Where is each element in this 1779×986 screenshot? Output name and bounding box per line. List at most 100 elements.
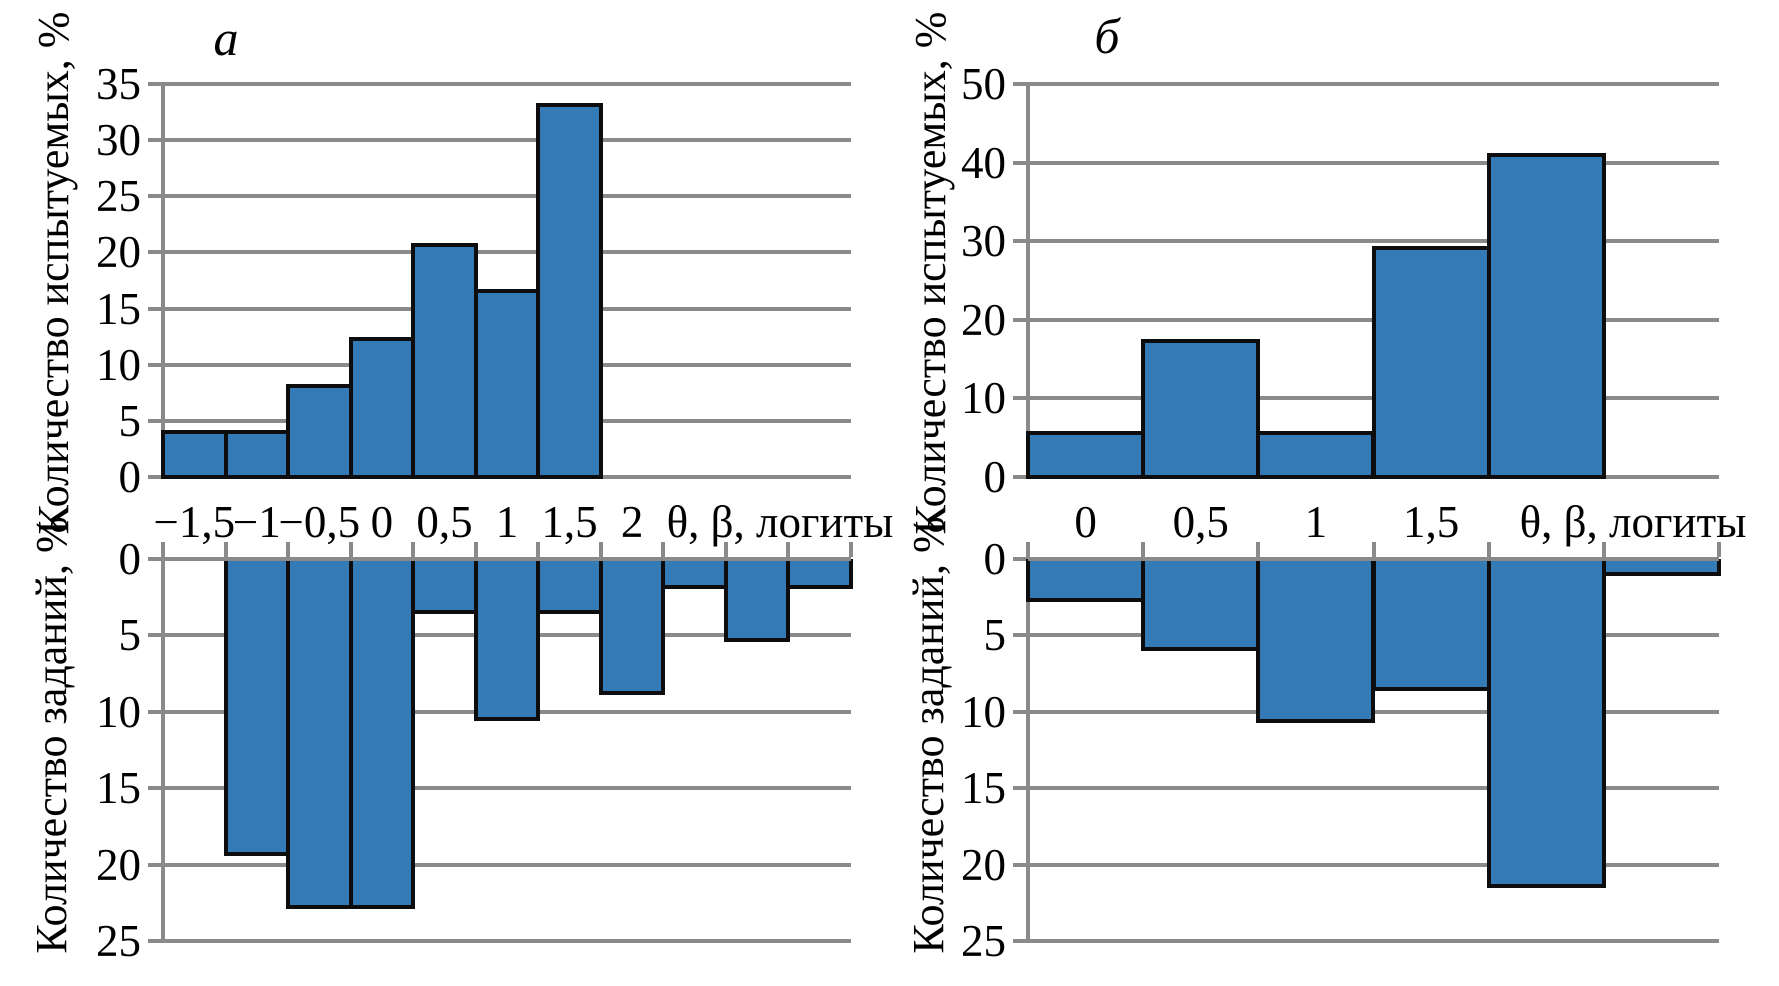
x-tick-label: 1 xyxy=(495,497,519,547)
y-tick-label: 5 xyxy=(118,395,142,446)
x-axis-tick xyxy=(849,542,853,557)
bar xyxy=(1141,338,1261,479)
bar xyxy=(223,429,291,479)
x-axis-line xyxy=(163,557,851,561)
y-axis-tick xyxy=(148,250,163,255)
bar xyxy=(348,336,416,479)
gridline xyxy=(163,862,851,867)
gridline xyxy=(163,194,851,199)
y-axis-tick xyxy=(1013,239,1028,244)
bar xyxy=(286,383,353,479)
y-axis-tick xyxy=(148,475,163,479)
y-tick-label: 35 xyxy=(96,59,141,109)
y-tick-label: 10 xyxy=(961,373,1006,424)
bar xyxy=(536,559,603,615)
x-tick-label: −1,5 xyxy=(153,497,236,547)
gridline xyxy=(163,82,851,86)
gridline xyxy=(163,786,851,791)
x-axis-tick xyxy=(1256,542,1261,557)
y-tick-label: 0 xyxy=(983,452,1007,502)
y-axis-line xyxy=(161,557,165,943)
y-axis-line xyxy=(1026,82,1030,479)
y-axis-tick xyxy=(148,418,163,423)
y-tick-label: 20 xyxy=(961,294,1006,345)
gridline xyxy=(1028,239,1719,244)
gridline xyxy=(163,250,851,255)
panel-b-label: б xyxy=(1094,8,1120,64)
x-axis-tick xyxy=(286,542,291,557)
x-tick-label: 0 xyxy=(370,497,394,547)
y-tick-label: 25 xyxy=(961,916,1006,966)
y-tick-label: 25 xyxy=(96,171,141,222)
y-tick-label: 5 xyxy=(983,610,1007,661)
bar xyxy=(473,289,541,479)
y-axis-tick xyxy=(148,709,163,714)
x-axis-tick xyxy=(786,542,791,557)
y-axis-tick xyxy=(1013,557,1028,561)
y-tick-label: 15 xyxy=(961,763,1006,814)
y-axis-tick xyxy=(148,194,163,199)
y-axis-tick xyxy=(1013,475,1028,479)
x-tick-label: 1,5 xyxy=(1402,497,1460,547)
y-axis-tick xyxy=(148,557,163,561)
y-tick-label: 20 xyxy=(961,839,1006,890)
bar xyxy=(473,559,541,722)
y-tick-label: 50 xyxy=(961,59,1006,109)
y-tick-label: 15 xyxy=(96,283,141,334)
y-tick-label: 30 xyxy=(96,115,141,166)
y-tick-label: 10 xyxy=(96,686,141,737)
x-axis-tick xyxy=(1141,542,1146,557)
bar xyxy=(723,559,791,642)
y-axis-tick xyxy=(148,633,163,638)
bar xyxy=(1256,559,1376,723)
y-tick-label: 0 xyxy=(118,452,142,502)
x-axis-tick xyxy=(723,542,728,557)
y-tick-label: 5 xyxy=(118,610,142,661)
bar xyxy=(1371,559,1491,691)
bar xyxy=(1601,559,1721,577)
y-tick-label: 20 xyxy=(96,839,141,890)
x-tick-label: 0 xyxy=(1074,497,1097,547)
y-tick-label: 0 xyxy=(983,534,1007,584)
gridline xyxy=(163,138,851,143)
x-tick-label: 1 xyxy=(1304,497,1328,547)
bar xyxy=(223,559,291,856)
gridline xyxy=(1028,939,1719,943)
x-axis-tick xyxy=(1026,542,1030,557)
panel-a-label: а xyxy=(213,10,239,66)
bar xyxy=(286,559,353,910)
y-tick-label: 30 xyxy=(961,216,1006,267)
bar xyxy=(411,243,478,479)
x-axis-tick xyxy=(1486,542,1491,557)
gridline xyxy=(1028,82,1719,86)
y-tick-label: 20 xyxy=(96,227,141,278)
x-axis-tick xyxy=(536,542,541,557)
y-axis-line xyxy=(161,82,165,479)
y-axis-tick xyxy=(1013,939,1028,943)
x-axis-tick xyxy=(411,542,416,557)
x-axis-tick xyxy=(598,542,603,557)
x-axis-title-a: θ, β, логиты xyxy=(666,497,894,547)
y-axis-tick xyxy=(148,362,163,367)
bar xyxy=(661,559,728,589)
gridline xyxy=(163,939,851,943)
y-tick-label: 10 xyxy=(961,686,1006,737)
y-axis-tick xyxy=(1013,786,1028,791)
y-axis-tick xyxy=(148,82,163,86)
x-axis-tick xyxy=(1601,542,1606,557)
y-axis-tick xyxy=(1013,317,1028,322)
y-axis-tick xyxy=(148,939,163,943)
y-tick-label: 25 xyxy=(96,916,141,966)
x-tick-label: 0,5 xyxy=(416,497,473,547)
gridline xyxy=(1028,862,1719,867)
bar xyxy=(1256,430,1376,479)
bar xyxy=(1141,559,1261,652)
y-tick-label: 10 xyxy=(96,339,141,390)
y-axis-tick xyxy=(1013,862,1028,867)
x-axis-tick xyxy=(223,542,228,557)
bar xyxy=(598,559,666,696)
bar xyxy=(161,429,228,479)
x-axis-tick xyxy=(161,542,165,557)
bar xyxy=(411,559,478,615)
bar xyxy=(1371,245,1491,479)
